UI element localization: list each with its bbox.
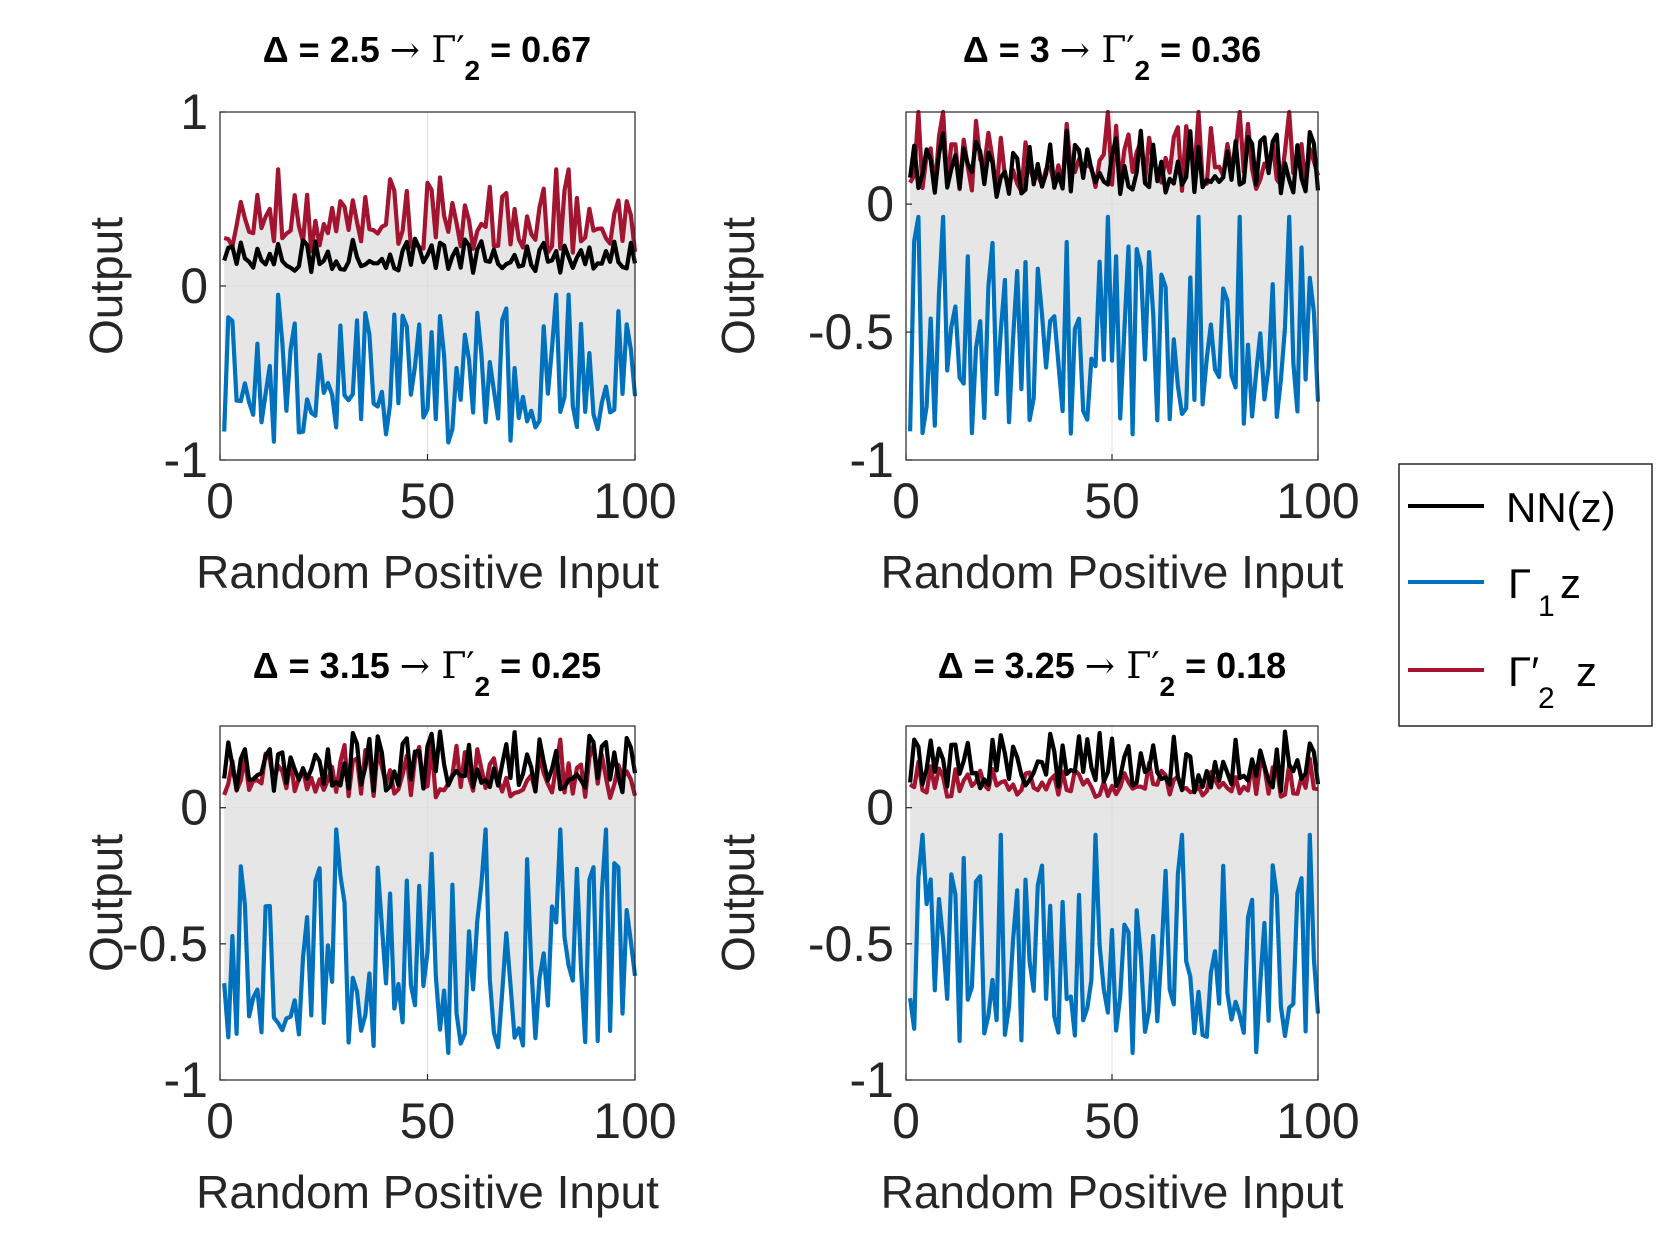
shaded-band: [910, 758, 1318, 1053]
y-tick-label: 0: [866, 780, 894, 836]
panel-4: 0 50 100 -1 -0.5 0 Random Positive Input Output…: [712, 645, 1360, 1218]
legend-z-gamma2: z: [1576, 648, 1597, 695]
x-tick-label: 100: [1276, 1093, 1359, 1149]
series-line-gamma1: [908, 214, 1321, 437]
x-tick-label: 100: [593, 473, 676, 529]
x-tick-label: 50: [400, 473, 456, 529]
x-axis-label: Random Positive Input: [881, 546, 1344, 598]
x-tick-label: 100: [1276, 473, 1359, 529]
x-axis-label: Random Positive Input: [881, 1166, 1344, 1218]
series-line-gamma2: [223, 167, 638, 255]
series-line-nn: [908, 729, 1321, 795]
series-line-gamma1: [222, 292, 638, 445]
x-tick-label: 50: [1084, 473, 1140, 529]
series-line-gamma2: [222, 737, 638, 801]
y-tick-label: 0: [180, 780, 208, 836]
y-axis-label: Output: [712, 217, 764, 355]
x-tick-label: 0: [892, 473, 920, 529]
legend: NN(z) Γ 1 z Γ′ 2 z: [1398, 463, 1653, 727]
y-tick-label: -1: [164, 1052, 208, 1108]
y-axis-label: Output: [80, 217, 132, 355]
legend-z-gamma1: z: [1560, 560, 1581, 607]
legend-sub-gamma1: 1: [1538, 590, 1555, 623]
y-tick-label: -1: [850, 432, 894, 488]
x-tick-label: 50: [1084, 1093, 1140, 1149]
y-tick-label: -0.5: [808, 304, 894, 360]
y-axis-label: Output: [80, 834, 132, 972]
series-line-nn: [222, 729, 638, 795]
legend-sub-gamma2: 2: [1538, 682, 1555, 715]
y-tick-label: -1: [164, 432, 208, 488]
y-tick-label: 0: [866, 176, 894, 232]
x-tick-label: 50: [400, 1093, 456, 1149]
panel-title: Δ = 3.15 → Γ′2 = 0.25: [253, 645, 601, 702]
legend-label-gamma1: Γ: [1508, 560, 1531, 607]
y-tick-label: 0: [180, 258, 208, 314]
panel-title: Δ = 3.25 → Γ′2 = 0.18: [938, 645, 1286, 702]
panel-2: 0 50 100 -1 -0.5 0 Random Positive Input Output…: [712, 29, 1360, 598]
x-tick-label: 0: [892, 1093, 920, 1149]
y-tick-label: -0.5: [808, 916, 894, 972]
panel-3: 0 50 100 -1 -0.5 0 Random Positive Input Output…: [80, 645, 677, 1218]
series-line-nn: [222, 236, 638, 275]
y-tick-label: -1: [850, 1052, 894, 1108]
y-tick-label: -0.5: [122, 916, 208, 972]
legend-label-nn: NN(z): [1506, 484, 1616, 531]
x-tick-label: 0: [206, 473, 234, 529]
x-tick-label: 0: [206, 1093, 234, 1149]
y-axis-label: Output: [712, 834, 764, 972]
series-line-gamma1: [908, 832, 1321, 1056]
x-axis-label: Random Positive Input: [196, 546, 659, 598]
panel-title: Δ = 3 → Γ′2 = 0.36: [963, 29, 1261, 86]
panel-title: Δ = 2.5 → Γ′2 = 0.67: [263, 29, 591, 86]
legend-label-gamma2: Γ′: [1508, 648, 1539, 695]
y-tick-label: 1: [180, 84, 208, 140]
series-line-nn: [908, 128, 1321, 199]
x-axis-label: Random Positive Input: [196, 1166, 659, 1218]
series-line-gamma1: [222, 827, 638, 1056]
x-tick-label: 100: [593, 1093, 676, 1149]
